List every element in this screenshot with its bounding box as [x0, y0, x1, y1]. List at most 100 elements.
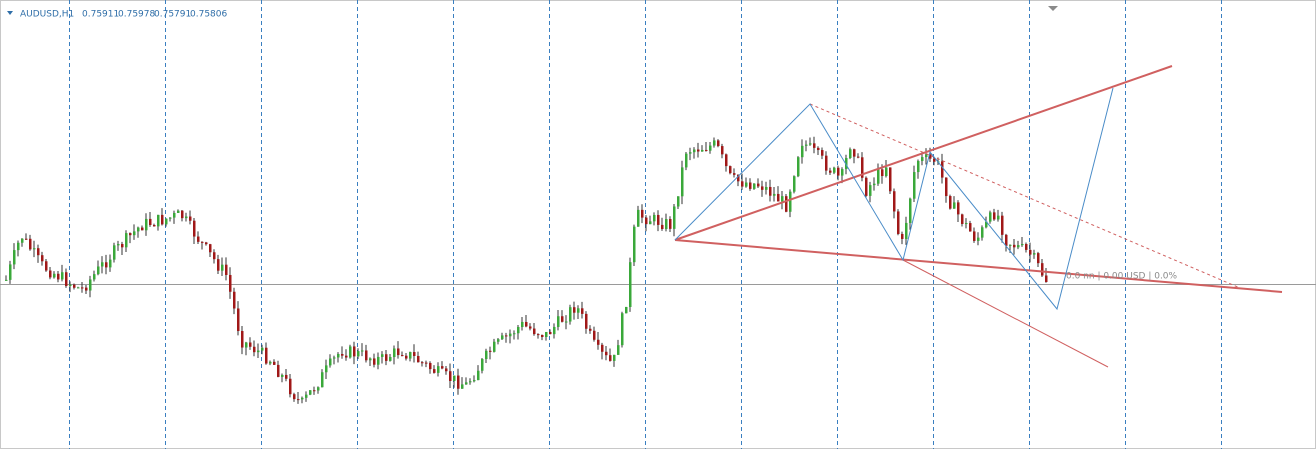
- candle-body: [777, 193, 780, 202]
- candle-body: [913, 172, 916, 199]
- candle-body: [601, 344, 604, 352]
- candle-body: [809, 143, 812, 145]
- candle-body: [125, 233, 128, 248]
- collapse-arrow[interactable]: [7, 11, 13, 15]
- candle-body: [233, 291, 236, 309]
- candle-body: [209, 244, 212, 253]
- candle-body: [757, 183, 760, 187]
- candle-body: [461, 384, 464, 389]
- candle-body: [785, 196, 788, 212]
- candle-body: [561, 316, 564, 322]
- candle-body: [105, 262, 108, 268]
- candle-body: [749, 182, 752, 189]
- candle-body: [1001, 215, 1004, 235]
- candle-body: [905, 222, 908, 239]
- candle-body: [505, 335, 508, 337]
- candle-body: [281, 374, 284, 377]
- candle-body: [285, 374, 288, 379]
- candle-body: [113, 245, 116, 260]
- candle-body: [169, 217, 172, 219]
- candle-body: [189, 216, 192, 221]
- candle-body: [689, 152, 692, 154]
- candle-body: [565, 321, 568, 323]
- candle-body: [393, 348, 396, 358]
- candle-body: [997, 215, 1000, 220]
- candle-body: [881, 169, 884, 177]
- candle-body: [805, 144, 808, 146]
- candle-body: [677, 196, 680, 207]
- shift-marker: [1048, 6, 1058, 11]
- candle-body: [745, 182, 748, 187]
- candle-body: [409, 352, 412, 359]
- candle-body: [885, 167, 888, 177]
- candle-body: [441, 366, 444, 369]
- candle-body: [13, 250, 16, 265]
- candle-body: [617, 345, 620, 355]
- candle-body: [897, 211, 900, 234]
- candles: [5, 136, 1048, 404]
- candle-body: [445, 368, 448, 372]
- candle-body: [329, 358, 332, 366]
- candle-body: [961, 214, 964, 224]
- candle-body: [509, 333, 512, 337]
- candle-body: [541, 334, 544, 337]
- candle-body: [557, 316, 560, 327]
- candle-body: [845, 157, 848, 170]
- candle-body: [497, 339, 500, 342]
- candle-body: [813, 143, 816, 148]
- candle-body: [901, 233, 904, 239]
- candle-body: [605, 351, 608, 356]
- candle-body: [465, 382, 468, 385]
- candle-body: [533, 328, 536, 335]
- candle-body: [405, 355, 408, 359]
- candle-body: [265, 347, 268, 364]
- candle-body: [581, 308, 584, 314]
- candle-body: [21, 238, 24, 243]
- candle-body: [77, 287, 80, 289]
- candle-body: [217, 259, 220, 271]
- candle-body: [297, 399, 300, 401]
- candle-body: [157, 214, 160, 227]
- candle-body: [649, 221, 652, 225]
- high-price: 0.75978: [118, 10, 155, 20]
- candle-body: [793, 176, 796, 192]
- candle-body: [221, 264, 224, 271]
- candle-body: [517, 327, 520, 334]
- drawing-objects: [674, 65, 1283, 368]
- candle-body: [137, 227, 140, 232]
- candle-body: [229, 274, 232, 292]
- candle-body: [1037, 253, 1040, 264]
- candle-body: [909, 198, 912, 223]
- candle-body: [29, 238, 32, 250]
- candle-body: [589, 328, 592, 331]
- candle-body: [989, 212, 992, 222]
- candle-body: [177, 210, 180, 213]
- candle-body: [301, 397, 304, 400]
- candle-body: [893, 191, 896, 212]
- candle-body: [213, 252, 216, 260]
- candle-body: [365, 350, 368, 361]
- candle-body: [769, 186, 772, 196]
- candle-body: [825, 155, 828, 171]
- candle-body: [17, 242, 20, 251]
- candle-body: [721, 146, 724, 155]
- candle-body: [709, 145, 712, 151]
- candle-body: [369, 358, 372, 361]
- candle-body: [861, 157, 864, 178]
- candle-body: [425, 362, 428, 364]
- candle-body: [193, 220, 196, 237]
- candle-body: [693, 149, 696, 153]
- candle-body: [149, 218, 152, 225]
- candle-body: [81, 287, 84, 289]
- candle-body: [361, 350, 364, 352]
- candle-body: [85, 287, 88, 291]
- candle-body: [657, 214, 660, 225]
- candle-body: [161, 214, 164, 225]
- candle-body: [197, 236, 200, 242]
- candle-body: [645, 217, 648, 225]
- candle-body: [481, 359, 484, 371]
- candle-body: [1041, 263, 1044, 276]
- candle-body: [173, 212, 176, 218]
- candle-body: [641, 209, 644, 218]
- candle-body: [597, 339, 600, 345]
